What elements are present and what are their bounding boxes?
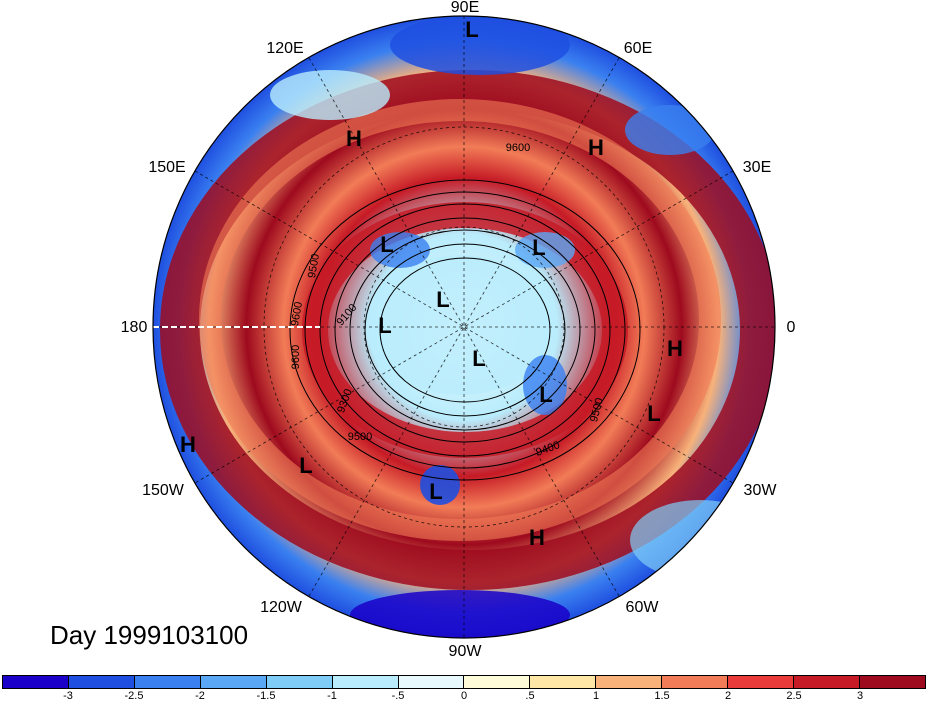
pressure-center-low: L xyxy=(436,287,450,312)
lon-label-0: 0 xyxy=(786,319,796,336)
pressure-center-low: L xyxy=(647,401,661,426)
pressure-center-low: L xyxy=(380,232,394,257)
lon-label-90w: 90W xyxy=(448,643,482,660)
colorbar-swatch xyxy=(728,676,795,688)
lon-label-30w: 30W xyxy=(743,482,777,499)
colorbar xyxy=(2,675,926,689)
colorbar-swatch xyxy=(134,676,201,688)
lon-label-30e: 30E xyxy=(742,159,772,176)
colorbar-swatch xyxy=(266,676,333,688)
pressure-center-low: L xyxy=(532,235,546,260)
pressure-center-low: L xyxy=(472,346,486,371)
colorbar-swatch xyxy=(332,676,399,688)
colorbar-swatch xyxy=(596,676,663,688)
colorbar-tick-label: 2.5 xyxy=(786,690,802,702)
pressure-center-high: H xyxy=(667,336,683,361)
colorbar-tick-label: -2 xyxy=(195,690,205,702)
pressure-center-low: L xyxy=(539,382,553,407)
pressure-center-low: L xyxy=(299,453,313,478)
colorbar-swatch xyxy=(464,676,531,688)
lon-label-150e: 150E xyxy=(148,159,186,176)
lon-label-180: 180 xyxy=(120,319,148,336)
colorbar-swatch xyxy=(859,676,925,688)
lon-label-120e: 120E xyxy=(266,40,304,57)
lon-label-60w: 60W xyxy=(625,599,659,616)
anomaly-field xyxy=(153,16,775,638)
colorbar-swatch xyxy=(200,676,267,688)
lon-label-60e: 60E xyxy=(623,40,653,57)
contour-label: 9500 xyxy=(347,431,373,443)
pressure-center-low: L xyxy=(429,479,443,504)
pressure-center-high: H xyxy=(180,432,196,457)
colorbar-swatch xyxy=(3,676,69,688)
colorbar-swatch xyxy=(530,676,597,688)
colorbar-swatch xyxy=(662,676,729,688)
day-label: Day 1999103100 xyxy=(50,620,249,650)
pressure-center-low: L xyxy=(378,313,392,338)
colorbar-tick-label: 1.5 xyxy=(654,690,670,702)
colorbar-swatch xyxy=(68,676,135,688)
lon-label-150w: 150W xyxy=(142,482,184,499)
colorbar-swatch xyxy=(794,676,860,688)
polar-map xyxy=(152,15,776,639)
colorbar-tick-label: -3 xyxy=(63,690,73,702)
colorbar-tick-label: -2.5 xyxy=(124,690,144,702)
colorbar-tick-label: .5 xyxy=(525,690,535,702)
colorbar-tick-label: -.5 xyxy=(391,690,405,702)
colorbar-tick-label: 2 xyxy=(724,690,732,702)
colorbar-tick-label: -1.5 xyxy=(256,690,276,702)
lon-label-120w: 120W xyxy=(260,599,302,616)
colorbar-tick-label: 3 xyxy=(856,690,864,702)
pressure-center-high: H xyxy=(588,135,604,160)
colorbar-tick-label: 1 xyxy=(592,690,600,702)
contour-label: 9600 xyxy=(290,344,302,370)
colorbar-tick-label: -1 xyxy=(327,690,337,702)
lon-label-90e: 90E xyxy=(450,0,480,16)
pressure-center-low: L xyxy=(465,17,479,42)
colorbar-swatch xyxy=(398,676,465,688)
contour-label: 9600 xyxy=(505,142,531,154)
pressure-center-high: H xyxy=(529,525,545,550)
pressure-center-high: H xyxy=(346,126,362,151)
colorbar-tick-label: 0 xyxy=(460,690,468,702)
